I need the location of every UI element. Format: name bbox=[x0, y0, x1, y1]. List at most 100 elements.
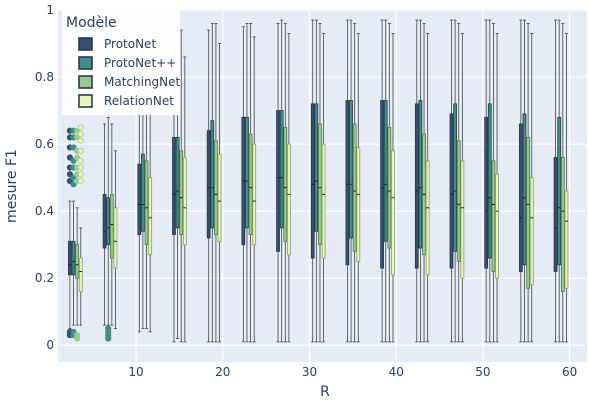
box-body bbox=[352, 123, 357, 252]
box-mark bbox=[214, 23, 218, 343]
box-mark bbox=[179, 29, 184, 343]
box-body bbox=[214, 140, 218, 236]
box-body bbox=[526, 136, 530, 289]
x-tick-label: 50 bbox=[475, 365, 490, 379]
x-tick-label: 30 bbox=[302, 365, 317, 379]
box-outlier bbox=[74, 154, 81, 161]
box-outlier bbox=[77, 147, 84, 154]
box-mark bbox=[345, 19, 350, 343]
box-mark bbox=[318, 23, 322, 343]
box-mark bbox=[109, 123, 114, 326]
box-body bbox=[460, 160, 465, 279]
box-mark bbox=[287, 33, 291, 343]
box-mark bbox=[113, 150, 118, 329]
box-body bbox=[380, 100, 384, 269]
box-mark bbox=[217, 43, 222, 343]
box-mark bbox=[456, 23, 461, 343]
box-outlier bbox=[77, 124, 84, 131]
legend-item-label: MatchingNet bbox=[104, 75, 181, 89]
box-body bbox=[283, 126, 288, 242]
box-mark bbox=[487, 19, 492, 343]
box-mark bbox=[453, 19, 457, 343]
box-body bbox=[491, 160, 496, 272]
box-outlier bbox=[66, 177, 74, 185]
box-mark bbox=[241, 26, 246, 343]
box-mark bbox=[557, 19, 562, 343]
box-body bbox=[456, 140, 461, 262]
box-body bbox=[529, 177, 534, 286]
box-body bbox=[321, 143, 326, 259]
box-mark bbox=[276, 23, 280, 343]
box-body bbox=[453, 103, 457, 252]
box-mark bbox=[66, 127, 74, 339]
y-tick-label: 0.4 bbox=[35, 204, 54, 218]
box-mark bbox=[422, 23, 426, 343]
box-body bbox=[495, 173, 499, 279]
box-mark bbox=[414, 19, 419, 343]
box-mark bbox=[349, 19, 353, 343]
box-outlier bbox=[77, 177, 84, 185]
box-body bbox=[414, 103, 419, 269]
legend-swatch bbox=[78, 94, 93, 108]
box-body bbox=[175, 136, 180, 229]
box-mark bbox=[252, 36, 257, 343]
box-body bbox=[314, 103, 319, 232]
box-body bbox=[318, 123, 322, 246]
box-mark bbox=[460, 33, 465, 343]
box-body bbox=[391, 150, 395, 276]
box-mark bbox=[491, 23, 496, 343]
box-body bbox=[349, 100, 353, 239]
box-mark bbox=[518, 19, 523, 343]
box-body bbox=[144, 160, 149, 246]
box-body bbox=[137, 163, 142, 236]
box-body bbox=[553, 157, 558, 272]
box-body bbox=[484, 116, 489, 269]
box-body bbox=[245, 116, 249, 229]
box-body bbox=[449, 113, 454, 269]
box-mark bbox=[560, 23, 565, 343]
box-outlier bbox=[77, 157, 84, 164]
box-outlier bbox=[70, 181, 77, 188]
box-body bbox=[518, 123, 523, 272]
box-body bbox=[179, 150, 184, 236]
box-body bbox=[141, 153, 145, 232]
box-mark bbox=[425, 33, 430, 343]
box-body bbox=[109, 193, 114, 259]
y-tick-label: 0 bbox=[46, 338, 54, 352]
box-body bbox=[487, 103, 492, 259]
box-body bbox=[113, 207, 118, 269]
box-outlier bbox=[77, 164, 84, 171]
box-mark bbox=[245, 23, 249, 343]
box-body bbox=[418, 100, 423, 249]
x-tick-label: 10 bbox=[128, 365, 143, 379]
box-body bbox=[210, 120, 215, 229]
box-outlier bbox=[74, 127, 81, 134]
y-tick-label: 1 bbox=[46, 3, 54, 17]
box-mark bbox=[206, 29, 211, 343]
box-body bbox=[287, 143, 291, 256]
box-body bbox=[206, 130, 211, 239]
x-tick-label: 60 bbox=[562, 365, 577, 379]
box-mark bbox=[352, 23, 357, 343]
box-body bbox=[172, 136, 176, 236]
box-mark bbox=[391, 33, 395, 343]
box-mark bbox=[449, 19, 454, 343]
box-body bbox=[522, 113, 527, 266]
box-mark bbox=[182, 56, 187, 343]
tick-layer: 0 0.2 0.4 0.6 0.8 1 10 20 30 40 50 60 bbox=[35, 3, 577, 379]
box-outlier bbox=[77, 171, 84, 178]
y-tick-label: 0.8 bbox=[35, 70, 54, 84]
box-body bbox=[78, 257, 83, 293]
box-outlier bbox=[70, 328, 77, 335]
box-body bbox=[310, 103, 315, 259]
box-body bbox=[560, 157, 565, 293]
box-mark bbox=[172, 49, 176, 343]
box-body bbox=[564, 190, 569, 289]
legend-swatch bbox=[78, 37, 93, 51]
box-outlier bbox=[70, 174, 77, 181]
box-mark bbox=[418, 19, 423, 343]
box-outlier bbox=[105, 325, 112, 332]
box-mark bbox=[314, 19, 319, 343]
box-body bbox=[148, 177, 153, 256]
